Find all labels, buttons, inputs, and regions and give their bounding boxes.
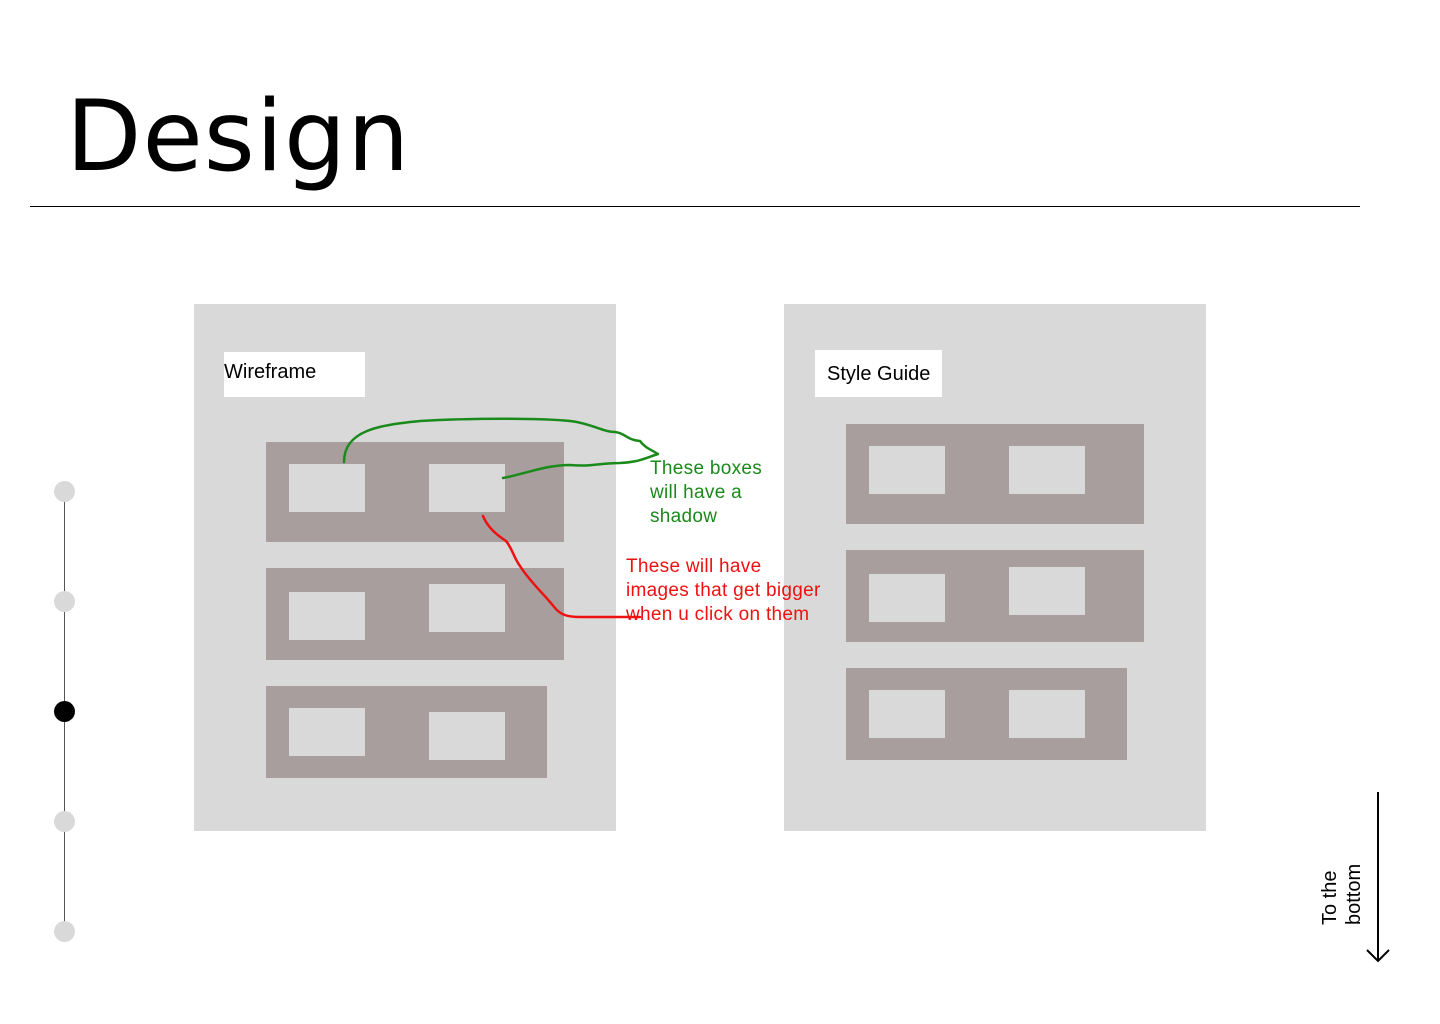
timeline-step-1[interactable] (54, 481, 75, 502)
timeline-step-3[interactable] (54, 701, 75, 722)
wireframe-row-2-box-2[interactable] (429, 584, 505, 632)
style-guide-row-3-box-1[interactable] (869, 690, 945, 738)
page-title: Design (66, 80, 411, 194)
timeline-step-2[interactable] (54, 591, 75, 612)
wireframe-row-3-box-2[interactable] (429, 712, 505, 760)
style-guide-label: Style Guide (815, 350, 942, 397)
arrow-down-icon[interactable] (1364, 790, 1392, 966)
wireframe-label: Wireframe (224, 352, 365, 397)
wireframe-row-3-box-1[interactable] (289, 708, 365, 756)
shadow-note: These boxes will have a shadow (650, 458, 763, 527)
timeline-step-4[interactable] (54, 811, 75, 832)
title-divider (30, 206, 1360, 207)
style-guide-row-1-box-2[interactable] (1009, 446, 1085, 494)
style-guide-row-1-box-1[interactable] (869, 446, 945, 494)
to-bottom-label[interactable]: To the bottom (1319, 863, 1365, 925)
wireframe-row-1-box-2[interactable] (429, 464, 505, 512)
style-guide-row-3-box-2[interactable] (1009, 690, 1085, 738)
wireframe-row-2-box-1[interactable] (289, 592, 365, 640)
style-guide-row-2-box-1[interactable] (869, 574, 945, 622)
style-guide-row-2-box-2[interactable] (1009, 567, 1085, 615)
wireframe-row-1-box-1[interactable] (289, 464, 365, 512)
images-note: These will have images that get bigger w… (626, 556, 821, 625)
timeline-step-5[interactable] (54, 921, 75, 942)
